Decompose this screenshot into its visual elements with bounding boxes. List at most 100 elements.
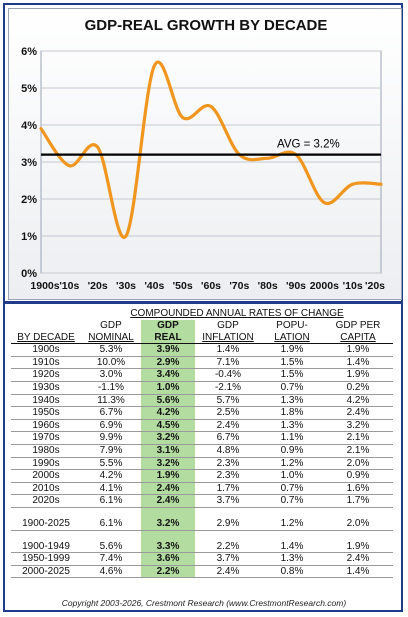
x-tick-label: '10s — [59, 280, 79, 292]
table-cell: 3.7% — [195, 552, 261, 566]
table-cell: 1.9% — [261, 343, 323, 357]
table-cell: 2.5% — [195, 406, 261, 420]
table-cell: 3.0% — [81, 368, 141, 382]
table-cell: 5.6% — [81, 540, 141, 554]
table-cell: 1.1% — [261, 431, 323, 445]
chart-panel: GDP-REAL GROWTH BY DECADE 0% 1% 2% 3% 4% 5% 6%… — [8, 8, 402, 300]
empty-cell — [195, 530, 261, 541]
decade-row: 1960s 6.9% 4.5% 2.4% 1.3% 3.2% — [11, 419, 393, 433]
table-cell: 3.9% — [141, 343, 195, 357]
y-tick-label: 0% — [21, 268, 37, 280]
row-label: 2020s — [11, 494, 81, 508]
row-label: 1900-1949 — [11, 540, 81, 554]
decade-row: 1990s 5.5% 3.2% 2.3% 1.2% 2.0% — [11, 457, 393, 471]
empty-cell — [323, 507, 393, 518]
row-label: 2000s — [11, 469, 81, 483]
empty-cell — [261, 530, 323, 541]
copyright-footer: Copyright 2003-2026, Crestmont Research … — [61, 598, 347, 608]
x-tick-label: 2000s — [310, 280, 339, 292]
table-cell: 9.9% — [81, 431, 141, 445]
empty-cell — [261, 507, 323, 518]
decade-row: 1920s 3.0% 3.4% -0.4% 1.5% 1.9% — [11, 368, 393, 382]
table-cell: 1.5% — [261, 368, 323, 382]
table-cell: 0.7% — [261, 494, 323, 508]
table-cell: 7.4% — [81, 552, 141, 566]
table-cell: 3.2% — [141, 431, 195, 445]
column-header: INFLATION — [195, 331, 261, 345]
table-cell: 5.5% — [81, 457, 141, 471]
table-cell: 2.0% — [323, 457, 393, 471]
table-cell: 2.3% — [195, 469, 261, 483]
decade-row: 2000s 4.2% 1.9% 2.3% 1.0% 0.9% — [11, 469, 393, 483]
table-cell: 0.7% — [261, 482, 323, 496]
x-tick-label: '60s — [201, 280, 221, 292]
table-cell: 1.4% — [323, 356, 393, 370]
rates-table-panel: COMPOUNDED ANNUAL RATES OF CHANGE GDP GDP G… — [5, 307, 399, 597]
table-cell: 1.9% — [323, 368, 393, 382]
column-header: REAL — [141, 331, 195, 345]
empty-cell — [11, 530, 81, 541]
table-cell: 0.8% — [261, 565, 323, 579]
row-label: 1940s — [11, 394, 81, 408]
row-label: 2010s — [11, 482, 81, 496]
table-cell: 1.9% — [323, 540, 393, 554]
empty-cell — [11, 307, 81, 320]
line-chart: 0%1%2%3%4%5%6% 1900s '10s '20s '30s '40s '50s… — [21, 46, 385, 292]
table-cell: 1.3% — [261, 419, 323, 433]
decade-row: 2020s 6.1% 2.4% 3.7% 0.7% 1.7% — [11, 494, 393, 508]
chart-title: GDP-REAL GROWTH BY DECADE — [84, 17, 328, 34]
table-cell: 1.7% — [195, 482, 261, 496]
x-tick-labels: 1900s '10s '20s '30s '40s '50s '60s '70s '80s '90… — [30, 280, 385, 292]
super-header: COMPOUNDED ANNUAL RATES OF CHANGE — [130, 307, 344, 319]
empty-cell — [141, 530, 195, 541]
table-cell: 2.4% — [141, 482, 195, 496]
table-cell: 6.7% — [195, 431, 261, 445]
row-label: 1970s — [11, 431, 81, 445]
table-cell: 5.6% — [141, 394, 195, 408]
table-cell: 7.1% — [195, 356, 261, 370]
row-label: 1900-2025 — [11, 517, 81, 531]
row-label: 1980s — [11, 444, 81, 458]
column-header: NOMINAL — [81, 331, 141, 345]
table-cell: 2.1% — [323, 431, 393, 445]
spacer-row — [11, 507, 393, 518]
table-cell: 2.2% — [141, 565, 195, 579]
table-cell: 4.2% — [323, 394, 393, 408]
x-tick-label: '70s — [229, 280, 249, 292]
y-tick-label: 3% — [21, 157, 37, 169]
table-cell: 1.7% — [323, 494, 393, 508]
table-cell: 6.1% — [81, 517, 141, 531]
table-cell: 1.9% — [323, 343, 393, 357]
row-label: 1950-1999 — [11, 552, 81, 566]
table-cell: 4.8% — [195, 444, 261, 458]
table-cell: 6.7% — [81, 406, 141, 420]
column-header — [11, 320, 81, 332]
average-label: AVG = 3.2% — [277, 139, 340, 151]
table-cell: 4.5% — [141, 419, 195, 433]
table-cell: 2.4% — [195, 565, 261, 579]
row-label: 1910s — [11, 356, 81, 370]
table-cell: 0.2% — [323, 381, 393, 395]
row-label: 1960s — [11, 419, 81, 433]
x-tick-label: '30s — [116, 280, 136, 292]
y-tick-label: 4% — [21, 120, 37, 132]
row-label: 1950s — [11, 406, 81, 420]
decade-row: 1940s 11.3% 5.6% 5.7% 1.3% 4.2% — [11, 394, 393, 408]
decade-row: 1930s -1.1% 1.0% -2.1% 0.7% 0.2% — [11, 381, 393, 395]
table-cell: 1.2% — [261, 517, 323, 531]
table-cell: 6.1% — [81, 494, 141, 508]
header-row-2: BY DECADE NOMINAL REAL INFLATION LATION CAPIT… — [11, 331, 393, 345]
section-divider — [4, 301, 402, 304]
decade-row: 1970s 9.9% 3.2% 6.7% 1.1% 2.1% — [11, 431, 393, 445]
y-tick-label: 6% — [21, 46, 37, 58]
decade-row: 1910s 10.0% 2.9% 7.1% 1.5% 1.4% — [11, 356, 393, 370]
row-label: 2000-2025 — [11, 565, 81, 579]
table-cell: 2.1% — [323, 444, 393, 458]
table-cell: 2.4% — [323, 552, 393, 566]
table-cell: -0.4% — [195, 368, 261, 382]
rates-table: COMPOUNDED ANNUAL RATES OF CHANGE GDP GDP G… — [11, 307, 393, 579]
column-header: LATION — [261, 331, 323, 345]
empty-cell — [11, 507, 81, 518]
x-tick-label: '90s — [286, 280, 306, 292]
table-cell: -2.1% — [195, 381, 261, 395]
